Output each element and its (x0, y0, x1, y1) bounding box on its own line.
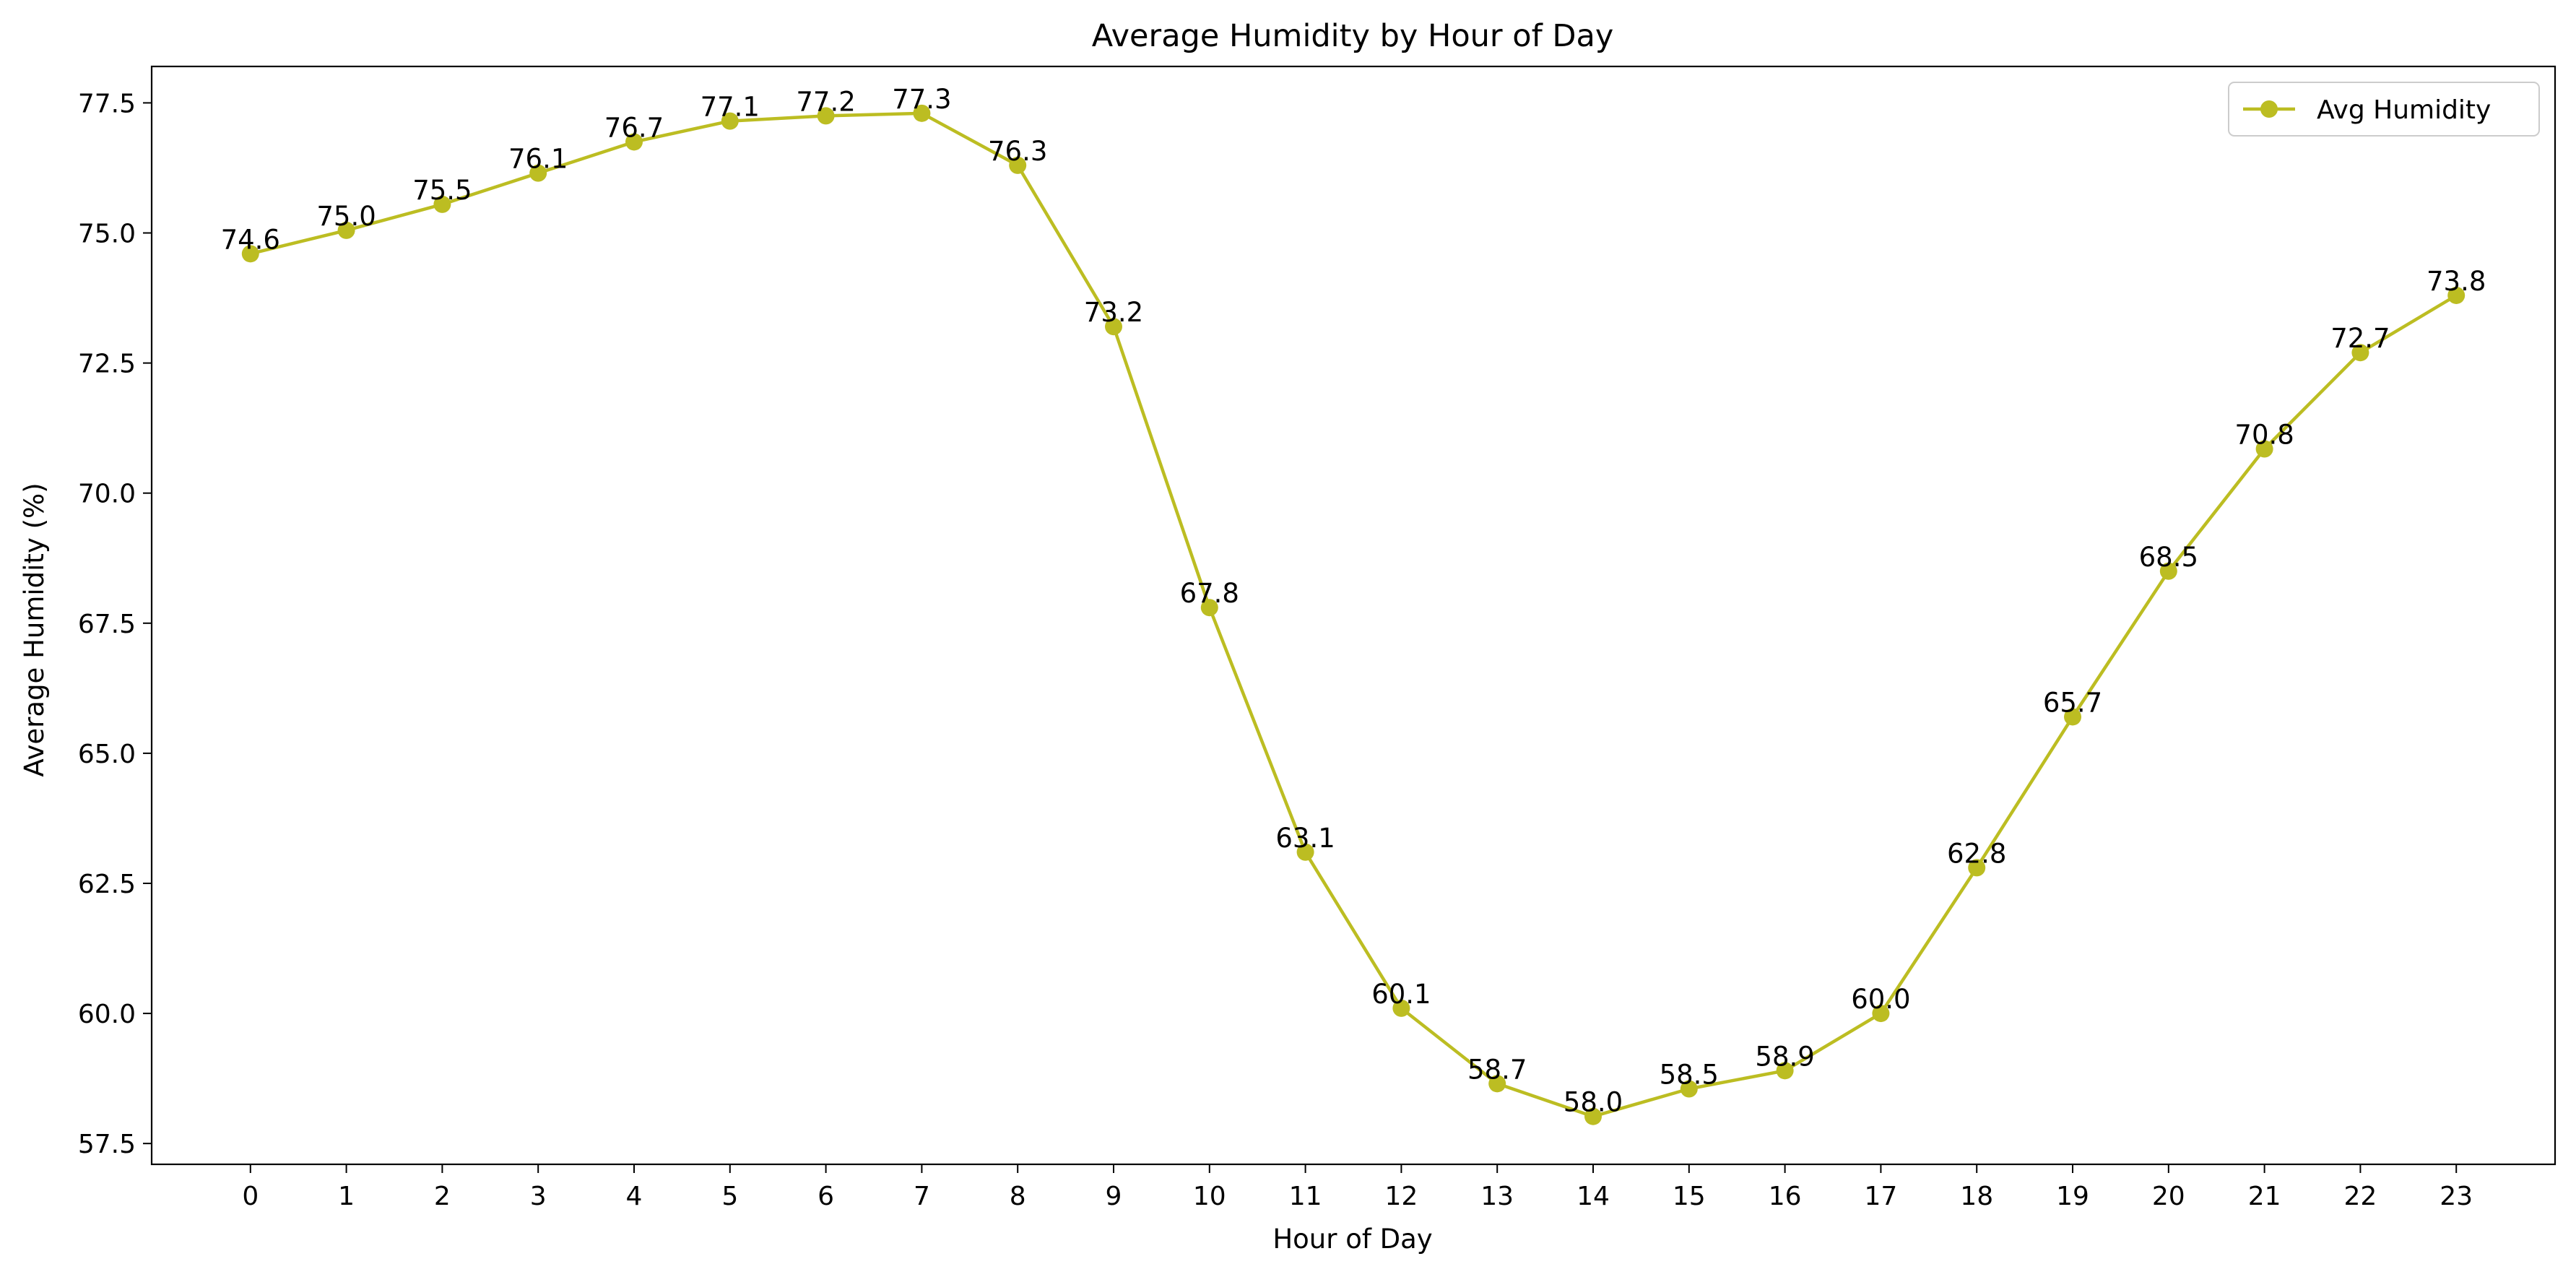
x-tick-label: 16 (1769, 1182, 1802, 1211)
x-tick-label: 23 (2440, 1182, 2473, 1211)
data-point (1776, 1062, 1794, 1080)
x-tick-label: 2 (434, 1182, 451, 1211)
data-label: 63.1 (1275, 823, 1335, 854)
x-tick-label: 18 (1960, 1182, 1993, 1211)
legend: Avg Humidity (2228, 82, 2540, 137)
y-tick-label: 60.0 (78, 1000, 136, 1029)
y-tick-label: 70.0 (78, 480, 136, 509)
data-point (1968, 859, 1986, 877)
data-label: 77.3 (892, 84, 951, 115)
x-tick-label: 21 (2248, 1182, 2281, 1211)
data-point (1872, 1005, 1890, 1023)
y-tick-label: 65.0 (78, 740, 136, 769)
legend-label: Avg Humidity (2317, 95, 2491, 125)
data-point (817, 107, 835, 125)
y-tick-label: 67.5 (78, 610, 136, 639)
chart-title: Average Humidity by Hour of Day (1092, 18, 1614, 54)
x-tick-label: 10 (1193, 1182, 1226, 1211)
data-point (1296, 843, 1314, 861)
data-point (529, 164, 547, 182)
x-tick-label: 5 (721, 1182, 738, 1211)
x-tick-label: 1 (338, 1182, 355, 1211)
axes-frame (150, 65, 2557, 1166)
series-line (250, 111, 2458, 1118)
data-label: 60.1 (1371, 979, 1431, 1010)
data-label: 73.8 (2427, 266, 2486, 297)
legend-box (2228, 82, 2540, 137)
y-tick-label: 72.5 (78, 350, 136, 379)
data-point (721, 112, 739, 130)
data-point (1104, 318, 1122, 336)
y-tick-label: 57.5 (78, 1130, 136, 1159)
data-label: 67.8 (1180, 578, 1239, 609)
data-label: 68.5 (2139, 542, 2198, 573)
x-tick-label: 15 (1673, 1182, 1706, 1211)
data-label: 76.7 (604, 112, 664, 143)
data-point (2159, 562, 2177, 580)
x-tick-label: 19 (2056, 1182, 2089, 1211)
data-label: 58.9 (1755, 1041, 1814, 1072)
data-label: 76.1 (508, 144, 568, 175)
data-label: 77.2 (796, 86, 855, 117)
x-tick-label: 4 (626, 1182, 643, 1211)
data-point (2255, 440, 2273, 458)
data-label: 70.8 (2234, 419, 2294, 450)
x-tick-label: 8 (1010, 1182, 1026, 1211)
data-point (433, 195, 451, 213)
data-point (2064, 708, 2082, 726)
legend-marker (2260, 100, 2278, 118)
data-label: 60.0 (1851, 984, 1910, 1015)
data-point (1009, 156, 1027, 174)
y-axis-label: Average Humidity (%) (19, 482, 50, 776)
x-tick-label: 9 (1106, 1182, 1122, 1211)
y-tick-label: 77.5 (78, 89, 136, 118)
x-tick-label: 22 (2344, 1182, 2377, 1211)
data-point (2351, 344, 2369, 362)
data-label: 58.0 (1564, 1087, 1623, 1118)
data-label: 75.0 (316, 201, 376, 232)
x-tick-label: 11 (1289, 1182, 1322, 1211)
data-label: 75.5 (412, 175, 472, 206)
y-tick-label: 75.0 (78, 220, 136, 249)
data-point (913, 104, 931, 122)
x-tick-label: 7 (914, 1182, 930, 1211)
data-label: 58.5 (1660, 1060, 1719, 1091)
x-tick-label: 0 (242, 1182, 259, 1211)
data-label: 73.2 (1084, 297, 1143, 328)
x-tick-label: 3 (530, 1182, 547, 1211)
x-tick-label: 13 (1480, 1182, 1514, 1211)
data-point (1488, 1075, 1506, 1093)
data-label: 77.1 (701, 92, 760, 123)
data-label: 76.3 (988, 136, 1047, 167)
data-point (241, 245, 259, 263)
x-tick-label: 14 (1577, 1182, 1610, 1211)
data-label: 72.7 (2330, 323, 2390, 354)
data-point (1392, 999, 1410, 1017)
data-point (625, 133, 643, 151)
data-label: 58.7 (1467, 1054, 1527, 1085)
data-point (1200, 599, 1218, 617)
data-label: 62.8 (1947, 838, 2006, 869)
x-tick-label: 20 (2152, 1182, 2185, 1211)
plot-area: 0 1 2 3 4 5 6 7 8 9 10 11 12 13 14 15 16 17 18 19 20 21 22 2357… (78, 65, 2557, 1211)
x-axis-label: Hour of Day (1272, 1224, 1432, 1255)
data-point (1584, 1107, 1603, 1125)
data-point (1680, 1080, 1698, 1098)
data-point (337, 221, 355, 239)
y-tick-label: 62.5 (78, 870, 136, 899)
x-tick-label: 12 (1384, 1182, 1418, 1211)
data-point (2447, 286, 2466, 304)
data-label: 65.7 (2043, 687, 2102, 718)
data-label: 74.6 (221, 224, 280, 255)
x-tick-label: 17 (1865, 1182, 1898, 1211)
x-tick-label: 6 (818, 1182, 834, 1211)
